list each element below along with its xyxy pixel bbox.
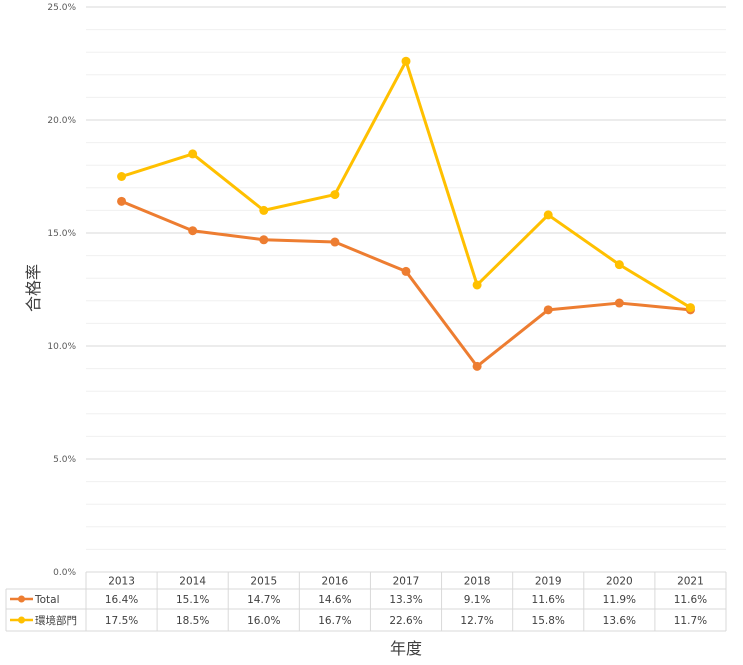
data-table-cell: 17.5% xyxy=(105,615,138,627)
data-table-cell: 9.1% xyxy=(464,594,491,606)
x-category-label: 2021 xyxy=(677,576,704,588)
data-point xyxy=(330,190,340,200)
x-category-label: 2013 xyxy=(108,576,135,588)
data-table-grid xyxy=(5,571,727,632)
data-table-cell: 15.8% xyxy=(532,615,565,627)
data-point xyxy=(401,56,411,66)
y-tick-label: 5.0% xyxy=(53,455,76,465)
data-table-cell: 11.7% xyxy=(674,615,707,627)
x-category-label: 2018 xyxy=(464,576,491,588)
data-point xyxy=(117,196,127,206)
data-point xyxy=(614,298,624,308)
data-table-cell: 16.0% xyxy=(247,615,280,627)
data-point xyxy=(543,305,553,315)
minor-gridlines xyxy=(86,29,726,550)
data-table-cell: 22.6% xyxy=(389,615,422,627)
data-table-cell: 13.6% xyxy=(603,615,636,627)
data-point xyxy=(117,172,127,181)
legend-key-marker xyxy=(18,616,25,624)
data-point xyxy=(614,260,624,270)
y-tick-label: 10.0% xyxy=(47,342,76,352)
data-table-cell: 11.6% xyxy=(674,594,707,606)
y-tick-label: 20.0% xyxy=(47,116,76,126)
legend-label: Total xyxy=(34,594,60,606)
data-point xyxy=(259,205,269,215)
data-point xyxy=(543,210,553,220)
data-table-cell: 18.5% xyxy=(176,615,209,627)
series-line xyxy=(120,199,692,368)
x-category-label: 2019 xyxy=(535,576,562,588)
series-group xyxy=(117,196,695,371)
y-axis-title: 合格率 xyxy=(24,264,43,312)
legend-label: 環境部門 xyxy=(35,614,77,627)
data-table-cell: 16.4% xyxy=(105,594,138,606)
y-axis-tick-labels: 0.0% 5.0% 10.0% 15.0% 20.0% 25.0% xyxy=(47,3,76,578)
major-gridlines xyxy=(86,6,726,573)
data-point xyxy=(188,226,198,236)
data-table-cell: 13.3% xyxy=(389,594,422,606)
y-tick-label: 25.0% xyxy=(47,3,76,13)
data-point xyxy=(472,361,482,371)
data-point xyxy=(472,280,482,290)
x-axis-title: 年度 xyxy=(390,639,422,658)
data-point xyxy=(685,303,695,313)
data-table-values: 2013 2014 2015 2016 2017 2018 2019 2020 2021 Tota… xyxy=(10,576,707,627)
y-tick-label: 0.0% xyxy=(53,568,76,578)
data-point xyxy=(259,235,269,245)
data-table-cell: 12.7% xyxy=(460,615,493,627)
x-category-label: 2015 xyxy=(250,576,277,588)
data-table-cell: 11.6% xyxy=(532,594,565,606)
data-table-cell: 14.7% xyxy=(247,594,280,606)
legend-key-marker xyxy=(18,595,25,603)
data-point xyxy=(330,237,340,247)
series-layer xyxy=(117,56,695,371)
series-group xyxy=(117,56,695,313)
data-table-cell: 11.9% xyxy=(603,594,636,606)
data-table-cell: 15.1% xyxy=(176,594,209,606)
x-category-label: 2017 xyxy=(393,576,420,588)
x-category-label: 2014 xyxy=(179,576,206,588)
x-category-label: 2020 xyxy=(606,576,633,588)
data-table-cell: 14.6% xyxy=(318,594,351,606)
data-point xyxy=(401,266,411,276)
data-point xyxy=(188,149,198,159)
y-tick-label: 15.0% xyxy=(47,229,76,239)
x-category-label: 2016 xyxy=(322,576,349,588)
data-table-cell: 16.7% xyxy=(318,615,351,627)
